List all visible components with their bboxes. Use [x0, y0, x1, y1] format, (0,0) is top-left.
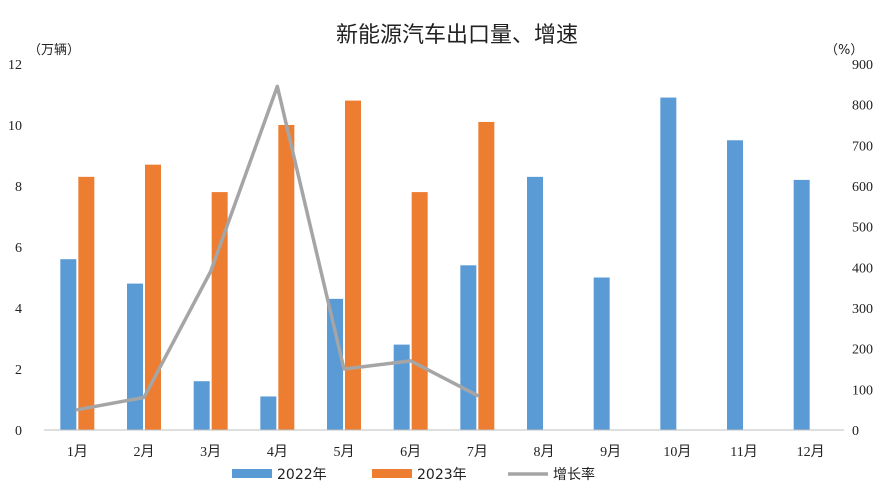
bar-2022年-4月: [260, 396, 277, 430]
x-tick-label: 3月: [200, 444, 221, 460]
x-tick-label: 11月: [730, 444, 757, 460]
y-right-tick-label: 200: [852, 343, 873, 358]
bar-2022年-6月: [393, 344, 410, 430]
y-right-tick-label: 400: [852, 261, 873, 276]
y-right-tick-label: 800: [852, 99, 873, 114]
x-tick-label: 10月: [663, 444, 691, 460]
x-tick-label: 7月: [467, 444, 488, 460]
y-left-tick-label: 10: [8, 119, 22, 134]
bar-2022年-10月: [660, 97, 677, 431]
y-right-tick-label: 600: [852, 180, 873, 195]
y-left-unit: （万辆）: [28, 43, 80, 58]
x-tick-label: 1月: [67, 444, 88, 460]
bar-2023年-6月: [411, 192, 428, 430]
x-axis-labels: 1月 2月 3月 4月 5月 6月 7月 8月 9月 10月 11月 12月: [67, 444, 825, 460]
bar-2023年-5月: [345, 100, 361, 430]
bar-2023年-4月: [278, 125, 295, 430]
y-left-tick-label: 4: [15, 302, 22, 317]
bar-2023年-1月: [78, 176, 95, 430]
bar-2022年-5月: [327, 298, 343, 430]
y-right-tick-label: 900: [852, 58, 873, 73]
x-tick-label: 2月: [134, 444, 155, 460]
legend-label-2022年: 2022年: [277, 467, 327, 483]
legend-swatch-2022年: [232, 469, 272, 478]
y-left-tick-label: 0: [15, 424, 22, 439]
legend-swatch-2023年: [372, 469, 412, 478]
x-tick-label: 9月: [600, 444, 621, 460]
bar-2022年-8月: [527, 176, 543, 430]
bar-2023年-3月: [211, 192, 228, 430]
y-right-tick-label: 300: [852, 302, 873, 317]
legend-label-2023年: 2023年: [417, 467, 467, 483]
bars: [60, 97, 810, 431]
bar-2022年-1月: [60, 259, 77, 430]
y-left-axis: 0 2 4 6 8 10 12: [8, 58, 22, 439]
y-left-tick-label: 12: [8, 58, 22, 73]
x-tick-label: 5月: [334, 444, 355, 460]
x-tick-label: 12月: [797, 444, 825, 460]
chart-title: 新能源汽车出口量、增速: [336, 23, 578, 48]
y-left-tick-label: 2: [15, 363, 22, 378]
y-right-axis: 0 100 200 300 400 500 600 700 800 900: [852, 58, 873, 439]
x-tick-label: 8月: [534, 444, 555, 460]
bar-2022年-11月: [727, 140, 743, 430]
bar-2022年-3月: [193, 381, 210, 430]
bar-2022年-9月: [593, 277, 610, 430]
bar-2022年-2月: [127, 283, 143, 430]
legend-label-增长率: 增长率: [553, 466, 595, 483]
y-right-tick-label: 500: [852, 221, 873, 236]
bar-2023年-7月: [478, 121, 495, 430]
growth-rate-line: [75, 84, 480, 412]
y-right-unit: （%）: [825, 43, 863, 58]
bar-2023年-2月: [145, 164, 161, 430]
x-tick-label: 4月: [267, 444, 288, 460]
y-right-tick-label: 100: [852, 383, 873, 398]
growth-line-layer: [75, 84, 480, 412]
y-left-tick-label: 8: [15, 180, 22, 195]
legend: 2022年 2023年 增长率: [232, 466, 595, 483]
y-left-tick-label: 6: [15, 241, 22, 256]
y-right-tick-label: 700: [852, 139, 873, 154]
y-right-tick-label: 0: [852, 424, 859, 439]
bar-2022年-12月: [793, 179, 810, 430]
x-tick-label: 6月: [400, 444, 421, 460]
bar-2022年-7月: [460, 265, 477, 430]
